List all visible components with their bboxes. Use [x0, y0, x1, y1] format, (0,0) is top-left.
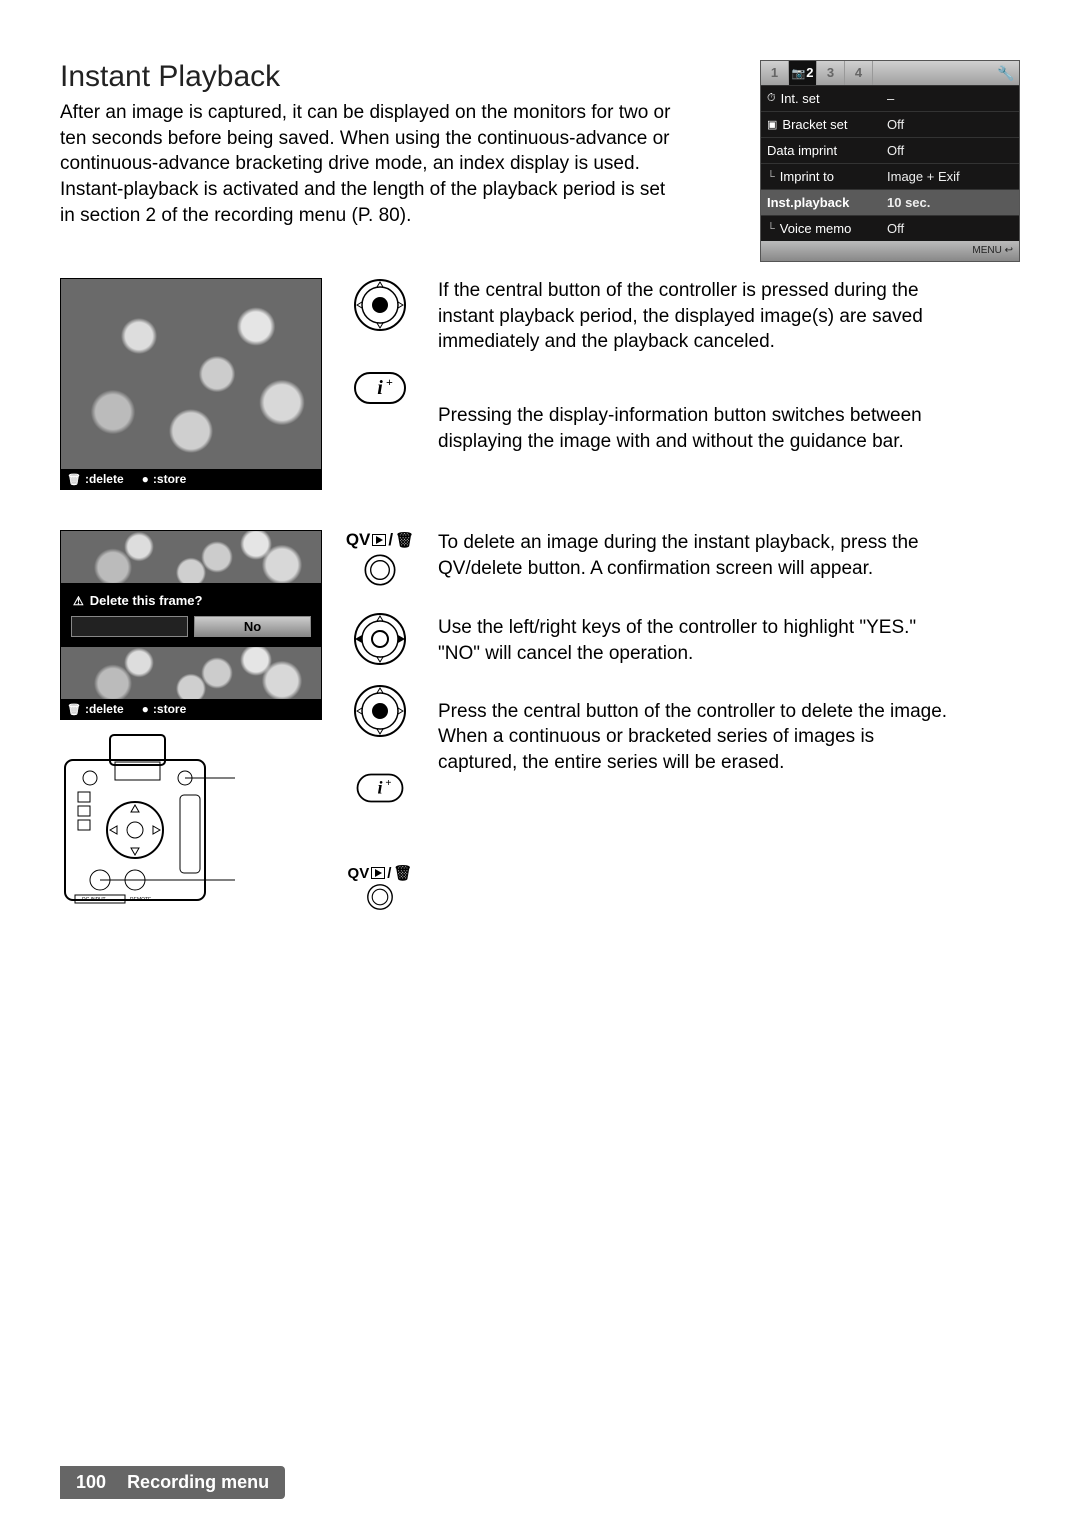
instruction-central-press: If the central button of the controller …: [438, 278, 948, 355]
qv-button-icon-small: [365, 882, 395, 912]
recording-menu-screenshot: 1 2 3 4 🔧 ⏱Int. set – ▣Bracket set Off D…: [760, 60, 1020, 262]
menu-row-imprint-to: Imprint to Image + Exif: [761, 163, 1019, 189]
guidance-store: :store: [142, 472, 187, 486]
photo-preview-bottom: [61, 647, 321, 699]
qv-button-icon: [362, 552, 398, 588]
menu-tab-3: 3: [817, 61, 845, 85]
guidance-store-2: :store: [142, 702, 187, 716]
delete-dialog: Delete this frame? No: [61, 583, 321, 647]
instruction-left-right: Use the left/right keys of the controlle…: [438, 615, 948, 666]
camera-back-diagram: DC INPUT REMOTE: [60, 730, 270, 930]
timer-icon: ⏱: [767, 92, 776, 105]
svg-text:DC INPUT: DC INPUT: [82, 897, 106, 903]
instruction-confirm-delete: Press the central button of the controll…: [438, 699, 948, 776]
guidance-delete-2: :delete: [67, 702, 124, 716]
menu-row-voice-memo: Voice memo Off: [761, 215, 1019, 241]
menu-tabs: 1 2 3 4 🔧: [761, 61, 1019, 85]
svg-text:REMOTE: REMOTE: [130, 897, 152, 903]
controller-left-right-icon: [353, 612, 407, 666]
guidance-bar: :delete :store: [61, 469, 321, 489]
playback-screen-delete: Delete this frame? No :delete :store: [60, 530, 322, 720]
info-button-icon-small: i: [357, 774, 404, 803]
photo-preview: [61, 279, 321, 469]
bracket-icon: ▣: [767, 118, 777, 131]
trash-icon-small: 🗑: [393, 864, 412, 882]
page-footer: 100 Recording menu: [0, 1466, 1080, 1499]
instruction-qv-delete: To delete an image during the instant pl…: [438, 530, 948, 581]
menu-row-inst-playback: Inst.playback 10 sec.: [761, 189, 1019, 215]
playback-screen-1: :delete :store: [60, 278, 322, 490]
wrench-icon: 🔧: [993, 65, 1019, 82]
menu-row-data-imprint: Data imprint Off: [761, 137, 1019, 163]
delete-dialog-yes: [71, 616, 188, 637]
intro-paragraph: After an image is captured, it can be di…: [60, 100, 680, 228]
delete-dialog-question: Delete this frame?: [67, 589, 315, 612]
qv-delete-label: QV/🗑: [346, 530, 414, 550]
photo-preview-top: [61, 531, 321, 583]
trash-icon: 🗑: [395, 531, 414, 549]
qv-delete-label-small: QV/🗑: [348, 864, 413, 882]
guidance-bar-2: :delete :store: [61, 699, 321, 719]
play-icon: [372, 534, 386, 546]
menu-tab-4: 4: [845, 61, 873, 85]
instruction-info-button: Pressing the display-information button …: [438, 403, 948, 454]
delete-dialog-no: No: [194, 616, 311, 637]
footer-section: Recording menu: [127, 1472, 269, 1492]
controller-center-press-icon: [353, 278, 407, 332]
page-number: 100: [76, 1472, 106, 1492]
menu-row-int-set: ⏱Int. set –: [761, 85, 1019, 111]
page-heading: Instant Playback: [60, 60, 740, 94]
play-icon-small: [371, 867, 385, 879]
controller-center-confirm-icon: [353, 684, 407, 738]
menu-tab-1: 1: [761, 61, 789, 85]
menu-footer: MENU ↩: [761, 241, 1019, 261]
guidance-delete: :delete: [67, 472, 124, 486]
info-button-icon: i: [354, 372, 406, 404]
menu-row-bracket: ▣Bracket set Off: [761, 111, 1019, 137]
menu-tab-2: 2: [789, 61, 817, 85]
